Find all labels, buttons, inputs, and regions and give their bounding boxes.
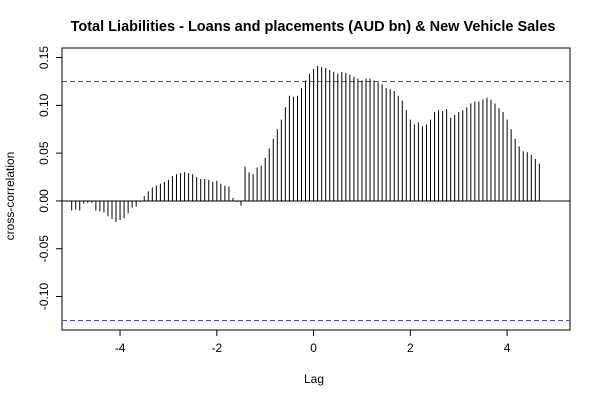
y-axis: -0.10 -0.05 0.00 0.05 0.10 0.15 [37,46,63,311]
chart-title: Total Liabilities - Loans and placements… [71,19,556,35]
correlation-bars [71,66,540,222]
plot-frame [61,47,571,331]
y-tick-label: -0.10 [37,283,51,311]
y-tick-label: 0.15 [37,46,51,70]
y-axis-label: cross-correlation [3,152,17,241]
y-tick-label: 0.05 [37,141,51,165]
x-tick-label: 0 [310,341,317,355]
x-axis: -4 -2 0 2 4 [115,329,511,355]
x-tick-label: -4 [115,341,126,355]
x-tick-label: -2 [211,341,222,355]
y-tick-label: 0.00 [37,189,51,213]
y-tick-label: -0.05 [37,235,51,263]
x-tick-label: 2 [407,341,414,355]
x-tick-label: 4 [504,341,511,355]
confidence-bounds [62,80,570,321]
y-tick-label: 0.10 [37,93,51,117]
x-axis-label: Lag [304,372,324,386]
